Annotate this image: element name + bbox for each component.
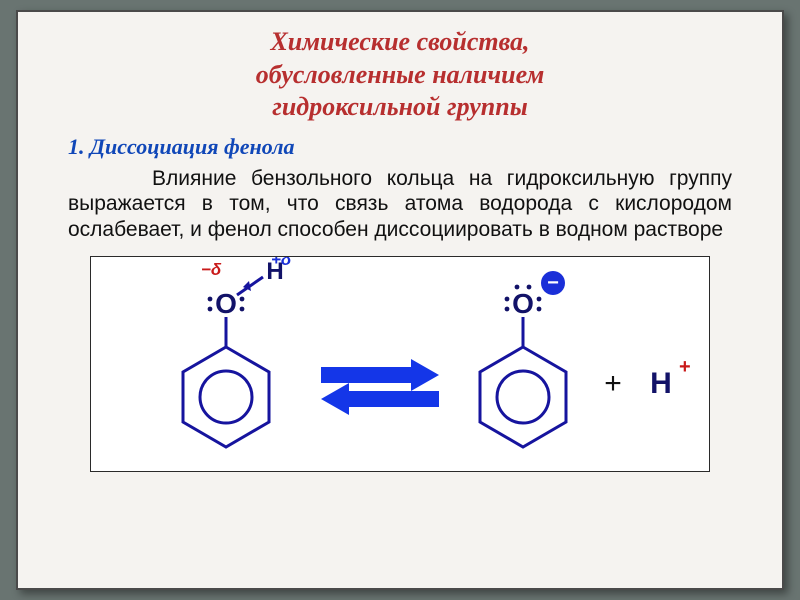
lonepair-dot [515, 285, 520, 290]
negative-charge-sign: − [547, 272, 559, 294]
arrow-left [321, 383, 439, 415]
phenol-left: O H −δ +δ [183, 257, 292, 447]
lonepair-dot [505, 297, 510, 302]
title-line-1: Химические свойства, [88, 26, 712, 59]
delta-plus-label: +δ [271, 257, 292, 269]
title-line-2: обусловленные наличием [88, 59, 712, 92]
slide-frame: Химические свойства, обусловленные налич… [16, 10, 784, 590]
reaction-svg: O H −δ +δ [91, 257, 711, 473]
lonepair-dot [537, 297, 542, 302]
benzene-circle-left [200, 371, 252, 423]
equilibrium-arrows [321, 359, 439, 415]
lonepair-dot [208, 297, 213, 302]
lonepair-dot [527, 285, 532, 290]
oxygen-label-left: O [215, 288, 237, 319]
lonepair-dot [240, 307, 245, 312]
lonepair-dot [537, 307, 542, 312]
lonepair-dot [505, 307, 510, 312]
lonepair-dot [208, 307, 213, 312]
delta-minus-label: −δ [201, 260, 222, 279]
body-paragraph: Влияние бензольного кольца на гидроксиль… [18, 164, 782, 249]
benzene-hexagon-right [480, 347, 566, 447]
phenolate-right: O − [480, 271, 566, 447]
section-heading: 1. Диссоциация фенола [18, 130, 782, 164]
title-line-3: гидроксильной группы [88, 91, 712, 124]
plus-operator: + [604, 367, 622, 400]
benzene-hexagon-left [183, 347, 269, 447]
h-plus-charge: + [679, 356, 691, 378]
oxygen-label-right: O [512, 288, 534, 319]
slide-title: Химические свойства, обусловленные налич… [18, 12, 782, 130]
benzene-circle-right [497, 371, 549, 423]
reaction-diagram: O H −δ +δ [90, 256, 710, 472]
lonepair-dot [240, 297, 245, 302]
h-plus-label: H [650, 367, 672, 400]
arrow-right [321, 359, 439, 391]
